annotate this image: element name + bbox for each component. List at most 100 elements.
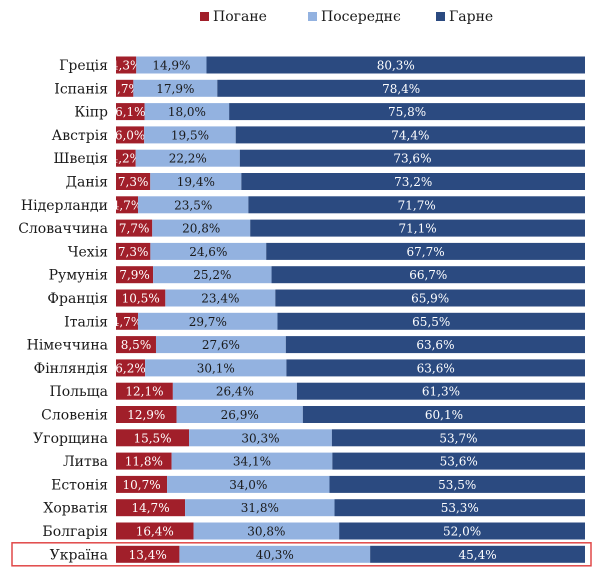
bar-segment bbox=[171, 452, 333, 470]
data-label: 71,7% bbox=[398, 198, 436, 212]
bar-segment bbox=[179, 545, 371, 563]
data-label: 30,1% bbox=[197, 361, 235, 375]
data-label: 53,3% bbox=[441, 501, 479, 515]
category-label: Швеція bbox=[54, 151, 109, 167]
bar-segment bbox=[266, 242, 585, 260]
bar-segment bbox=[277, 312, 585, 330]
category-label: Греція bbox=[59, 58, 108, 74]
bar-segment bbox=[339, 522, 585, 540]
data-label: 75,8% bbox=[388, 105, 426, 119]
data-label: 65,9% bbox=[411, 292, 449, 306]
category-label: Хорватія bbox=[43, 501, 108, 517]
bar-segment bbox=[116, 545, 180, 563]
bar-segment bbox=[116, 499, 186, 517]
category-label: Італія bbox=[64, 314, 108, 330]
bar-row: Чехія 7,3% 24,6% 67,7% bbox=[68, 242, 585, 260]
bar-segment bbox=[167, 475, 330, 493]
bar-segment bbox=[241, 173, 586, 190]
bar-row: Румунія 7,9% 25,2% 66,7% bbox=[49, 266, 585, 284]
bar-segment bbox=[116, 382, 173, 400]
bar-segment bbox=[296, 382, 585, 400]
bar-segment bbox=[116, 429, 190, 447]
legend-label: Гарне bbox=[449, 9, 493, 25]
data-label: 25,2% bbox=[193, 268, 231, 282]
data-label: 8,5% bbox=[121, 338, 152, 352]
data-label: 12,1% bbox=[125, 385, 163, 399]
bar-segment bbox=[116, 266, 154, 284]
data-label: 60,1% bbox=[425, 408, 463, 422]
data-label: 20,8% bbox=[182, 222, 220, 236]
data-label: 17,9% bbox=[156, 82, 194, 96]
bar-row: Словенія 12,9% 26,9% 60,1% bbox=[41, 406, 585, 424]
bar-row: Італія 4,7% 29,7% 65,5% bbox=[64, 312, 585, 330]
data-label: 18,0% bbox=[168, 105, 206, 119]
data-label: 73,6% bbox=[393, 152, 431, 166]
chart-legend: Погане Посереднє Гарне bbox=[200, 9, 493, 25]
bar-segment bbox=[138, 312, 278, 330]
bar-segment bbox=[370, 545, 585, 563]
bar-segment bbox=[116, 242, 151, 260]
bar-segment bbox=[116, 79, 134, 97]
legend-swatch bbox=[200, 12, 209, 21]
bar-segment bbox=[116, 452, 172, 470]
category-label: Чехія bbox=[68, 244, 108, 260]
bar-row: Фінляндія 6,2% 30,1% 63,6% bbox=[34, 359, 585, 377]
data-label: 13,4% bbox=[129, 548, 167, 562]
bar-segment bbox=[138, 196, 249, 214]
data-label: 31,8% bbox=[241, 501, 279, 515]
bar-segment bbox=[150, 173, 242, 190]
legend-item-2: Посереднє bbox=[308, 9, 401, 25]
bar-segment bbox=[332, 452, 585, 470]
data-label: 24,6% bbox=[189, 245, 227, 259]
bar-segment bbox=[176, 406, 303, 423]
data-label: 34,0% bbox=[229, 478, 267, 492]
bar-segment bbox=[152, 219, 251, 237]
data-label: 4,7% bbox=[112, 315, 143, 329]
data-label: 14,9% bbox=[152, 59, 190, 73]
data-label: 26,9% bbox=[221, 408, 259, 422]
bar-segment bbox=[189, 429, 332, 447]
bar-segment bbox=[116, 219, 153, 237]
bar-segment bbox=[217, 79, 585, 97]
data-label: 27,6% bbox=[202, 338, 240, 352]
bar-segment bbox=[116, 103, 145, 121]
category-label: Австрія bbox=[52, 128, 109, 144]
data-label: 30,8% bbox=[247, 525, 285, 539]
category-label: Кіпр bbox=[74, 105, 108, 121]
bar-segment bbox=[116, 56, 137, 74]
bar-segment bbox=[116, 522, 194, 540]
data-label: 19,4% bbox=[177, 175, 215, 189]
bar-segment bbox=[229, 103, 585, 121]
bar-segment bbox=[206, 56, 586, 74]
data-label: 6,1% bbox=[115, 105, 146, 119]
category-label: Естонія bbox=[51, 477, 108, 493]
data-label: 7,9% bbox=[119, 268, 150, 282]
data-label: 4,2% bbox=[111, 152, 142, 166]
bar-segment bbox=[116, 312, 139, 330]
bar-row: Німеччина 8,5% 27,6% 63,6% bbox=[27, 336, 585, 354]
data-label: 66,7% bbox=[409, 268, 447, 282]
bar-segment bbox=[302, 406, 585, 423]
bar-segment bbox=[193, 522, 340, 540]
category-label: Франція bbox=[47, 291, 108, 307]
bar-segment bbox=[235, 126, 585, 144]
data-label: 53,7% bbox=[439, 431, 477, 445]
data-label: 10,7% bbox=[122, 478, 160, 492]
bar-row: Угорщина 15,5% 30,3% 53,7% bbox=[33, 429, 585, 447]
bar-row: Австрія 6,0% 19,5% 74,4% bbox=[52, 126, 585, 144]
bar-row: Швеція 4,2% 22,2% 73,6% bbox=[54, 149, 586, 167]
data-label: 22,2% bbox=[169, 152, 207, 166]
data-label: 10,5% bbox=[122, 292, 160, 306]
data-label: 61,3% bbox=[422, 385, 460, 399]
data-label: 6,2% bbox=[115, 361, 146, 375]
bar-segment bbox=[116, 126, 145, 144]
bar-segment bbox=[133, 79, 218, 97]
data-label: 11,8% bbox=[125, 455, 163, 469]
data-label: 23,5% bbox=[174, 198, 212, 212]
bar-row: Греція 4,3% 14,9% 80,3% bbox=[59, 56, 586, 74]
data-label: 65,5% bbox=[412, 315, 450, 329]
data-label: 74,4% bbox=[391, 128, 429, 142]
bar-segment bbox=[150, 242, 267, 260]
bar-segment bbox=[116, 173, 151, 190]
category-label: Фінляндія bbox=[34, 361, 109, 377]
